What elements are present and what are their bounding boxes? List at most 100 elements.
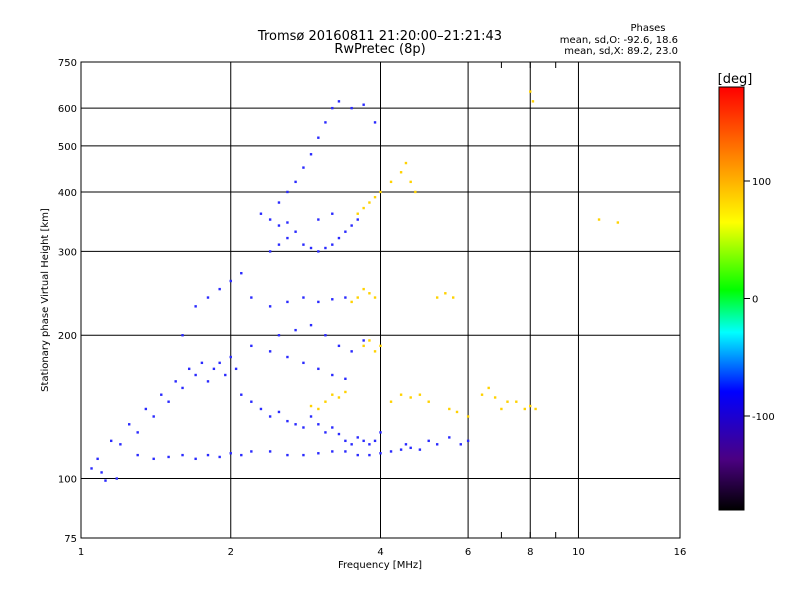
colorbar-label: [deg] (718, 72, 753, 87)
data-point-o (344, 230, 347, 233)
data-point-x (373, 296, 377, 299)
data-point-x (362, 344, 365, 348)
data-point-o (115, 477, 118, 480)
data-point-x (350, 300, 353, 304)
data-point-o (344, 296, 347, 299)
data-point-o (152, 415, 155, 418)
data-point-o (167, 400, 170, 403)
data-point-o (240, 393, 243, 396)
data-point-x (534, 407, 537, 411)
data-point-o (389, 450, 393, 453)
data-point-o (240, 272, 243, 275)
data-point-o (277, 224, 281, 227)
data-point-x (337, 396, 341, 399)
data-point-o (277, 334, 281, 337)
colorbar (718, 86, 745, 511)
data-point-o (317, 250, 320, 253)
data-point-o (331, 243, 334, 246)
data-point-o (229, 452, 232, 455)
data-point-o (344, 439, 347, 443)
data-point-o (286, 300, 289, 304)
data-point-o (294, 423, 297, 426)
data-point-x (414, 190, 417, 194)
data-point-o (418, 448, 422, 451)
data-point-o (302, 243, 305, 246)
data-point-o (181, 334, 184, 337)
data-point-x (356, 212, 359, 215)
data-point-x (493, 396, 497, 399)
data-point-o (194, 373, 197, 377)
data-point-o (302, 426, 305, 429)
data-point-o (350, 106, 353, 110)
data-point-o (259, 212, 263, 215)
data-point-x (373, 195, 377, 199)
y-tick-label: 200 (58, 331, 77, 342)
data-point-x (597, 218, 601, 221)
y-tick-label: 300 (58, 247, 77, 258)
data-point-x (487, 386, 490, 390)
data-point-o (181, 453, 184, 457)
data-point-o (302, 166, 305, 169)
data-point-o (356, 436, 359, 439)
data-point-o (344, 377, 347, 380)
colorbar-tick-label: -100 (752, 412, 775, 423)
data-point-o (200, 361, 204, 365)
data-point-x (529, 90, 532, 93)
data-point-o (294, 328, 297, 332)
data-point-o (337, 344, 341, 348)
data-point-o (427, 439, 430, 443)
data-point-x (409, 396, 412, 399)
y-tick-label: 500 (58, 142, 77, 153)
data-point-x (368, 292, 371, 295)
data-point-o (317, 218, 320, 221)
data-point-o (331, 212, 334, 215)
data-point-o (277, 201, 281, 204)
y-tick-label: 100 (58, 475, 77, 486)
data-point-o (317, 423, 320, 426)
data-point-x (331, 393, 334, 396)
data-point-x (399, 171, 403, 174)
data-point-x (409, 180, 412, 184)
data-point-o (362, 339, 365, 342)
data-point-o (368, 453, 371, 457)
data-point-o (331, 373, 334, 377)
data-point-o (277, 410, 281, 414)
data-point-o (302, 453, 305, 457)
data-point-o (337, 236, 341, 240)
x-tick-label: 8 (527, 547, 533, 558)
data-point-o (286, 236, 289, 240)
data-point-x (389, 180, 393, 184)
data-point-x (455, 410, 459, 414)
data-point-x (324, 400, 327, 403)
data-point-o (317, 452, 320, 455)
data-point-o (344, 450, 347, 453)
data-point-o (309, 323, 313, 327)
data-point-x (515, 400, 518, 403)
data-point-o (104, 479, 107, 482)
data-point-o (331, 106, 334, 110)
data-point-o (224, 373, 227, 377)
data-point-o (379, 431, 382, 434)
data-point-o (109, 439, 113, 443)
data-point-o (409, 446, 412, 450)
data-point-o (404, 443, 408, 446)
data-point-o (324, 121, 327, 124)
data-point-o (368, 443, 371, 446)
data-point-o (448, 436, 451, 439)
data-point-x (616, 221, 620, 224)
data-point-o (459, 443, 462, 446)
x-tick-label: 6 (465, 547, 471, 558)
data-point-o (337, 432, 341, 436)
data-point-x (523, 407, 526, 411)
x-axis-ticks: 1 2 4 6 8 10 16 (78, 547, 687, 558)
data-point-o (240, 453, 243, 457)
data-point-o (259, 407, 263, 411)
data-point-x (506, 400, 509, 403)
chart-subtitle: RwPretec (8p) (334, 42, 425, 57)
data-point-o (373, 121, 377, 124)
data-point-x (451, 296, 455, 299)
data-point-o (331, 298, 334, 301)
data-point-o (268, 350, 272, 353)
data-point-o (218, 455, 221, 459)
data-point-o (218, 361, 221, 365)
